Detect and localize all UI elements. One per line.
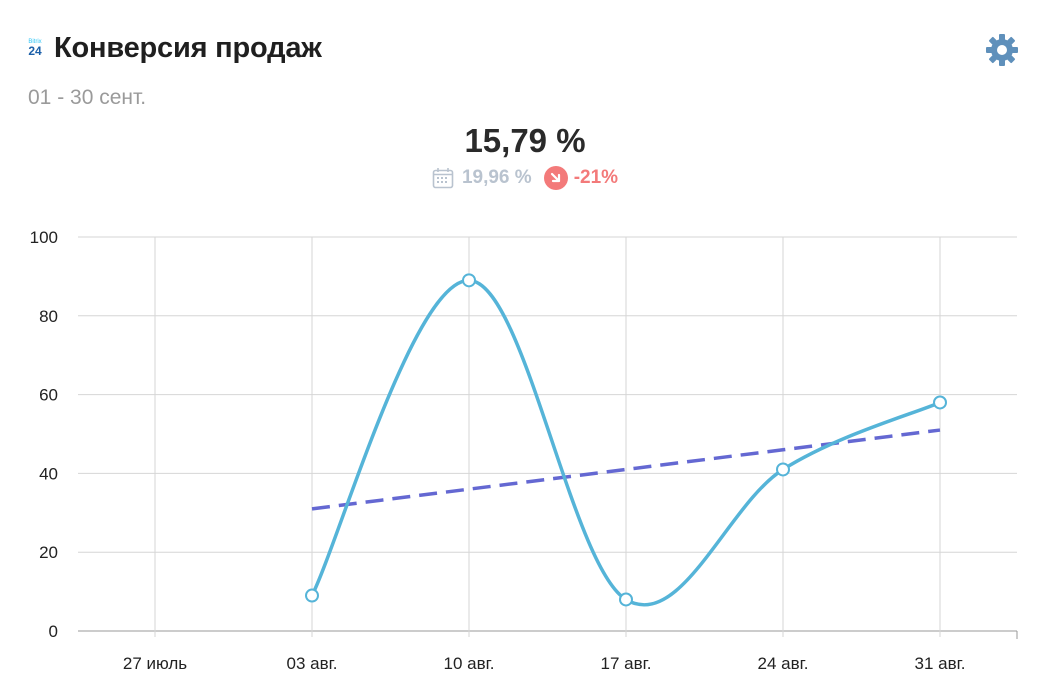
conversion-line <box>310 278 942 607</box>
data-point <box>933 395 947 410</box>
chart-header: Bitrix 24 Конверсия продаж <box>24 28 322 68</box>
y-tick-label: 40 <box>39 464 58 483</box>
kpi-value: 15,79 % <box>464 122 586 159</box>
data-point <box>305 588 319 603</box>
data-point <box>619 592 633 607</box>
y-tick-label: 100 <box>30 228 58 247</box>
data-point <box>462 273 476 288</box>
data-point <box>776 462 790 477</box>
arrow-down-icon <box>543 166 568 190</box>
y-tick-label: 80 <box>39 307 58 326</box>
x-tick-label: 10 авг. <box>444 654 495 673</box>
x-tick-label: 27 июль <box>123 654 187 673</box>
delta-badge: -21% <box>543 166 619 190</box>
previous-value: 19,96 % <box>461 167 532 188</box>
calendar-icon <box>432 168 454 189</box>
logo-top-text: Bitrix <box>28 39 42 45</box>
x-tick-label: 17 авг. <box>601 654 652 673</box>
page-title: Конверсия продаж <box>54 31 322 64</box>
delta-value: -21% <box>573 167 619 188</box>
y-tick-label: 60 <box>39 386 58 405</box>
x-tick-label: 03 авг. <box>287 654 338 673</box>
kpi-comparison: 19,96 % -21% <box>0 166 1050 190</box>
x-tick-label: 31 авг. <box>915 654 966 673</box>
bitrix24-logo-icon: Bitrix 24 <box>24 37 46 59</box>
settings-gear-button[interactable] <box>984 32 1020 68</box>
y-tick-label: 20 <box>39 543 58 562</box>
x-tick-label: 24 авг. <box>758 654 809 673</box>
period-label: 01 - 30 сент. <box>28 86 147 109</box>
previous-period: 19,96 % <box>432 167 532 189</box>
logo-bottom-text: 24 <box>28 44 42 58</box>
y-tick-label: 0 <box>49 622 58 641</box>
gear-icon <box>986 34 1018 66</box>
